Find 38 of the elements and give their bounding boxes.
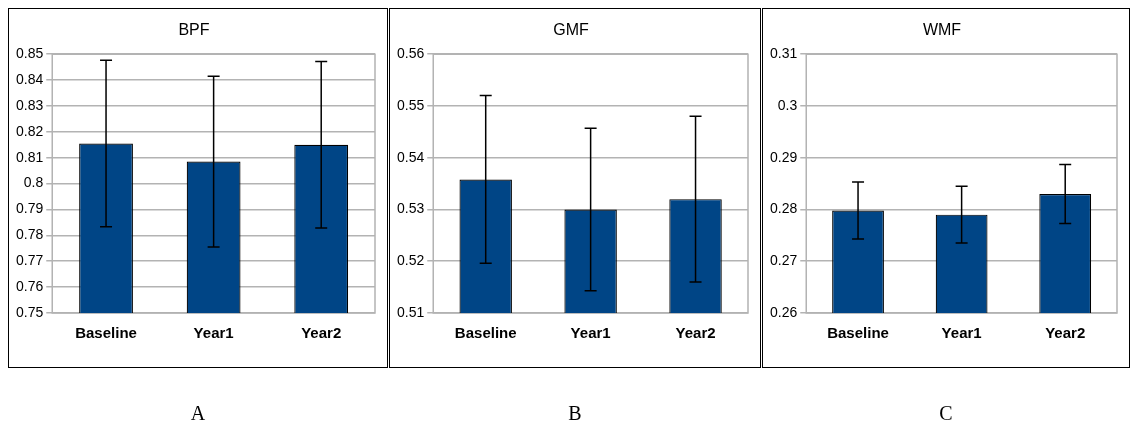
x-tick-label: Year1 (941, 324, 982, 342)
y-tick-label: 0.84 (16, 70, 44, 87)
x-tick-label: Year2 (1045, 324, 1086, 342)
x-tick-label: Year2 (301, 324, 342, 342)
x-tick-label: Year1 (570, 324, 611, 342)
x-tick-label: Year1 (193, 324, 234, 342)
text: A (190, 402, 206, 425)
y-tick-label: 0.76 (16, 277, 44, 294)
y-tick-label: 0.85 (16, 45, 44, 62)
y-tick-label: 0.53 (397, 200, 425, 217)
y-tick-label: 0.56 (397, 45, 425, 62)
y-tick-label: 0.26 (770, 303, 798, 320)
x-tick-label: Baseline (454, 324, 517, 342)
x-tick-label: Baseline (75, 324, 137, 342)
y-tick-label: 0.3 (777, 96, 798, 113)
y-tick-label: 0.77 (16, 252, 44, 269)
y-tick-label: 0.82 (16, 122, 44, 139)
y-tick-label: 0.52 (397, 252, 425, 269)
y-tick-label: 0.8 (23, 174, 44, 191)
y-tick-label: 0.54 (397, 148, 425, 165)
y-tick-label: 0.28 (770, 200, 798, 217)
y-tick-label: 0.31 (770, 45, 798, 62)
x-tick-label: Year2 (675, 324, 716, 342)
chart-title: GMF (553, 21, 589, 39)
chart-title: BPF (178, 21, 210, 39)
y-tick-label: 0.55 (397, 96, 425, 113)
y-tick-label: 0.83 (16, 96, 44, 113)
y-tick-label: 0.27 (770, 252, 798, 269)
y-tick-label: 0.79 (16, 200, 44, 217)
y-tick-label: 0.51 (397, 303, 425, 320)
text: C (939, 402, 953, 425)
x-tick-label: Baseline (827, 324, 889, 342)
y-tick-label: 0.78 (16, 226, 44, 243)
y-tick-label: 0.81 (16, 148, 44, 165)
y-tick-label: 0.29 (770, 148, 798, 165)
chart-title: WMF (922, 21, 962, 39)
y-tick-label: 0.75 (16, 303, 44, 320)
text: B (568, 402, 582, 425)
